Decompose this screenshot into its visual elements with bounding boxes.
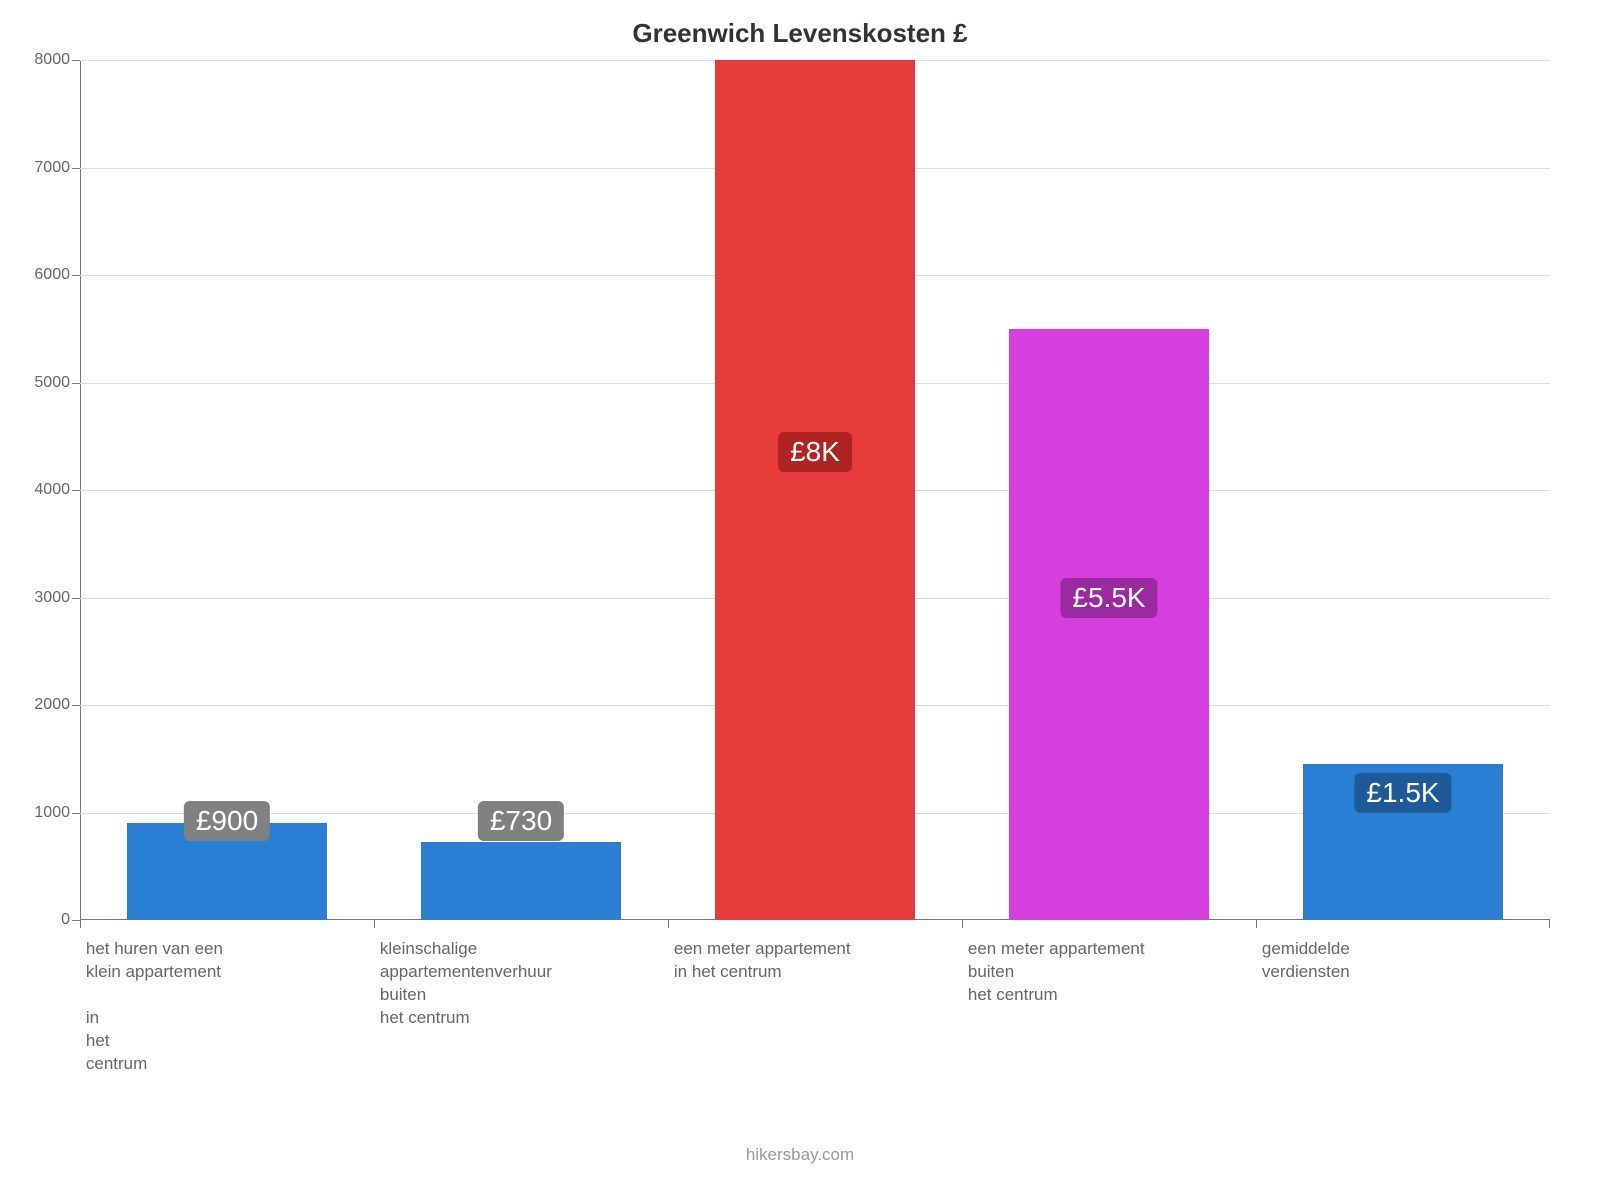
x-tick-mark (374, 920, 375, 928)
bar-value-label: £8K (778, 432, 852, 472)
chart-title: Greenwich Levenskosten £ (0, 18, 1600, 49)
chart-container: Greenwich Levenskosten £ 010002000300040… (0, 0, 1600, 1200)
y-tick-label: 2000 (34, 696, 80, 714)
bars-group (80, 60, 1550, 920)
x-tick-mark (1549, 920, 1550, 928)
plot-area: 010002000300040005000600070008000 £900£7… (80, 60, 1550, 920)
bar (715, 60, 915, 920)
y-tick-label: 3000 (34, 589, 80, 607)
x-tick-mark (80, 920, 81, 928)
y-tick-label: 1000 (34, 804, 80, 822)
bar-value-label: £730 (478, 801, 564, 841)
x-category-label: het huren van een klein appartement in h… (86, 938, 365, 1076)
y-tick-label: 8000 (34, 51, 80, 69)
y-tick-label: 0 (61, 911, 80, 929)
x-category-label: gemiddelde verdiensten (1262, 938, 1541, 984)
y-tick-label: 6000 (34, 266, 80, 284)
bar-value-label: £1.5K (1354, 773, 1451, 813)
bar (421, 842, 621, 920)
y-tick-label: 7000 (34, 159, 80, 177)
y-tick-label: 4000 (34, 481, 80, 499)
bar (1009, 329, 1209, 920)
bar-value-label: £5.5K (1060, 578, 1157, 618)
x-category-label: een meter appartement buiten het centrum (968, 938, 1247, 1007)
y-tick-label: 5000 (34, 374, 80, 392)
x-category-label: een meter appartement in het centrum (674, 938, 953, 984)
x-tick-mark (962, 920, 963, 928)
bar-value-label: £900 (184, 801, 270, 841)
x-tick-mark (1256, 920, 1257, 928)
x-tick-mark (668, 920, 669, 928)
attribution-text: hikersbay.com (0, 1145, 1600, 1165)
x-category-label: kleinschalige appartementenverhuur buite… (380, 938, 659, 1030)
